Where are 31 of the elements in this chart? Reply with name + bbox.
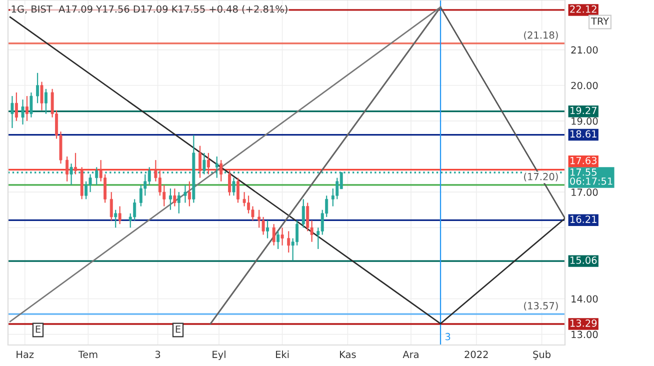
- annotation: (13.57): [524, 302, 558, 311]
- x-tick-label: 2022: [464, 350, 488, 358]
- x-tick-label: Kas: [340, 350, 356, 358]
- ref-line-label: 16.21: [570, 216, 596, 223]
- x-tick-label: Eki: [276, 350, 289, 358]
- x-tick-label: 3: [155, 350, 160, 358]
- annotation: (21.18): [524, 31, 558, 40]
- chart-title: 1G, BIST A17.09 Y17.56 D17.09 K17.55 +0.48 (+2.81%): [12, 5, 288, 14]
- y-tick-label: 21.00: [571, 46, 598, 54]
- ref-line-label: 17.63: [570, 156, 597, 164]
- y-tick-label: 13.00: [572, 330, 598, 338]
- x-tick-label: Haz: [16, 350, 34, 358]
- annotation: (17.20): [524, 172, 558, 182]
- ref-line-label: 15.06: [570, 256, 597, 264]
- ref-line-label: 17.55 06:17:51: [570, 168, 612, 185]
- y-tick-label: 19.00: [572, 117, 598, 125]
- ref-line-label: 3: [445, 332, 450, 340]
- y-tick-label: 14.00: [572, 295, 598, 303]
- y-tick-label: 17.00: [572, 188, 598, 196]
- ref-line-label: 22.12: [570, 5, 596, 13]
- ref-line-label: 19.27: [570, 106, 596, 114]
- y-tick-label: 20.00: [571, 82, 598, 90]
- ref-line-label: 18.61: [570, 130, 596, 138]
- x-tick-label: Ara: [402, 350, 418, 358]
- x-tick-label: Şub: [533, 350, 551, 360]
- text: TRY: [590, 18, 610, 25]
- x-tick-label: Eyl: [212, 350, 226, 360]
- annotation: E: [36, 326, 40, 333]
- ref-line-label: 13.29: [570, 319, 597, 327]
- annotation: E: [176, 326, 180, 333]
- x-tick-label: Tem: [78, 350, 98, 358]
